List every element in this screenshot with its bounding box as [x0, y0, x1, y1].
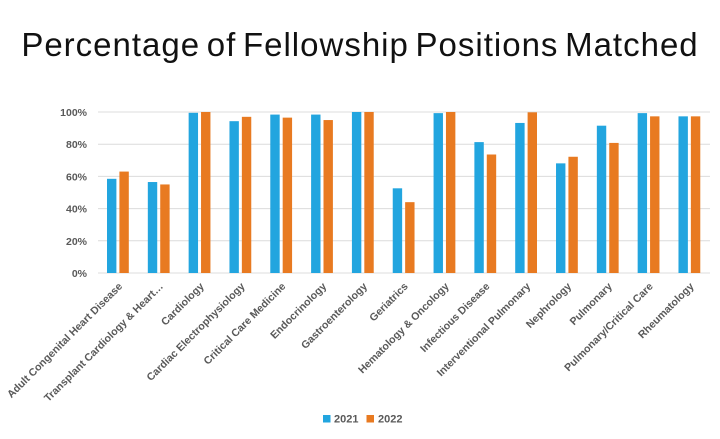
- svg-text:Infectious Disease: Infectious Disease: [418, 281, 492, 355]
- svg-text:80%: 80%: [66, 139, 88, 151]
- svg-text:2021: 2021: [334, 414, 358, 426]
- svg-text:Critical Care Medicine: Critical Care Medicine: [202, 281, 289, 368]
- svg-text:0%: 0%: [72, 268, 88, 280]
- svg-text:100%: 100%: [60, 107, 88, 119]
- svg-text:40%: 40%: [66, 204, 88, 216]
- svg-text:60%: 60%: [66, 171, 88, 183]
- svg-text:2022: 2022: [378, 414, 402, 426]
- svg-text:20%: 20%: [66, 236, 88, 248]
- svg-text:Geriatrics: Geriatrics: [367, 281, 411, 325]
